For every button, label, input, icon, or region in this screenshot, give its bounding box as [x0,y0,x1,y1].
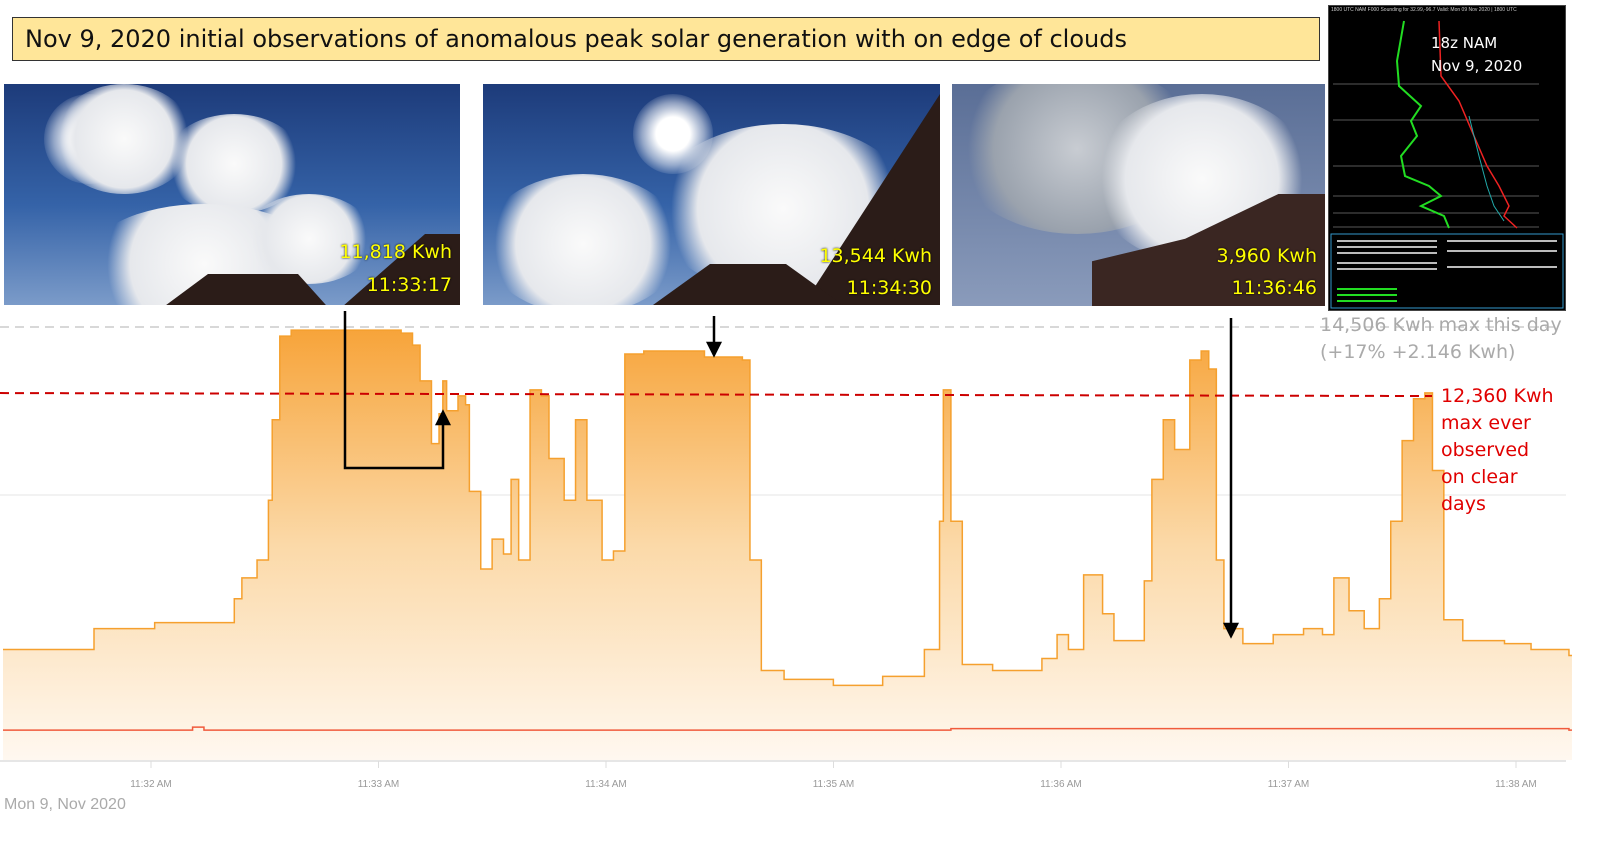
photo-1-value: 11,818 Kwh [339,241,452,263]
x-tick-label: 11:35 AM [813,779,855,790]
arrow-photo1 [343,311,445,470]
x-tick-label: 11:36 AM [1040,779,1082,790]
max-day-annotation: 14,506 Kwh max this day (+17% +2.146 Kwh… [1320,312,1562,366]
x-tick-label: 11:38 AM [1495,779,1537,790]
sky-photo-3: 3,960 Kwh 11:36:46 [952,84,1325,306]
x-tick-label: 11:34 AM [585,779,627,790]
arrowhead [434,409,452,426]
max-ever-line: max ever [1441,412,1531,434]
sky-photo-2: 13,544 Kwh 11:34:30 [483,84,940,305]
x-tick-label: 11:32 AM [130,779,172,790]
photo-3-time: 11:36:46 [1231,277,1317,299]
max-ever-line [0,392,1433,398]
max-ever-line: 12,360 Kwh [1441,385,1554,407]
arrowhead [1222,622,1240,639]
nam-sounding-image: 1800 UTC NAM F000 Sounding for 32.99,-96… [1328,5,1566,311]
photo-2-time: 11:34:30 [846,277,932,299]
x-tick-label: 11:37 AM [1268,779,1310,790]
generation-line [3,329,1572,687]
arrowhead [705,341,723,358]
page-title: Nov 9, 2020 initial observations of anom… [12,17,1320,61]
max-ever-line: days [1441,493,1486,515]
photo-2-value: 13,544 Kwh [819,245,932,267]
date-label: Mon 9, Nov 2020 [4,796,126,813]
arrows [343,311,1240,639]
photo-1-time: 11:33:17 [366,274,452,296]
max-day-value: 14,506 Kwh max this day [1320,314,1562,336]
x-tick-label: 11:33 AM [358,779,400,790]
max-ever-line: observed [1441,439,1530,461]
max-day-delta: (+17% +2.146 Kwh) [1320,341,1516,363]
sounding-label-model: 18z NAM [1431,34,1498,52]
sky-photo-1: 11,818 Kwh 11:33:17 [4,84,460,305]
max-ever-line: on clear [1441,466,1518,488]
max-ever-annotation: 12,360 Kwh max ever observed on clear da… [1441,383,1554,518]
sounding-label-date: Nov 9, 2020 [1431,57,1523,75]
sounding-header: 1800 UTC NAM F000 Sounding for 32.99,-96… [1331,7,1517,13]
photo-3-value: 3,960 Kwh [1216,245,1317,267]
generation-area [3,330,1572,760]
secondary-line [3,726,1572,731]
